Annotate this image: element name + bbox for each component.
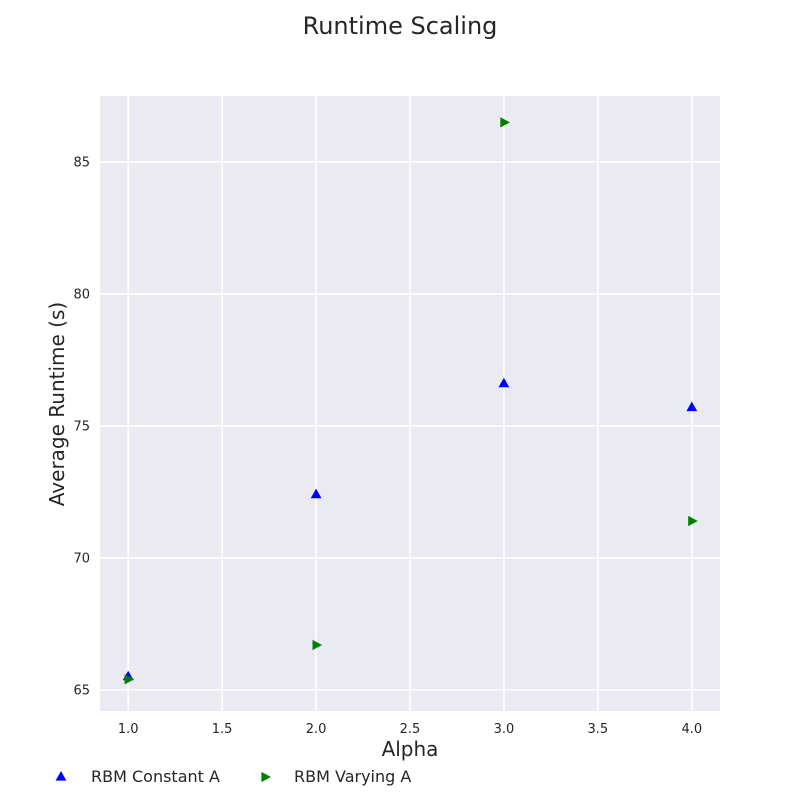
point-constant-a — [686, 401, 698, 412]
x-axis-ticks: 1.0 1.5 2.0 2.5 3.0 3.5 4.0 — [118, 722, 702, 737]
point-constant-a — [310, 488, 322, 499]
grid-lines — [100, 96, 720, 711]
legend-label-constant-a: RBM Constant A — [91, 767, 220, 786]
x-tick-label: 3.0 — [494, 722, 515, 737]
legend-label-varying-a: RBM Varying A — [294, 767, 411, 786]
legend-marker-varying-a — [261, 771, 271, 783]
data-points — [122, 117, 698, 685]
y-tick-label: 75 — [73, 419, 90, 434]
y-tick-label: 80 — [73, 287, 90, 302]
legend-marker-constant-a — [55, 771, 67, 781]
point-constant-a — [498, 377, 510, 388]
x-tick-label: 2.5 — [400, 722, 421, 737]
x-tick-label: 4.0 — [681, 722, 702, 737]
point-varying-a — [688, 515, 698, 527]
y-tick-label: 65 — [73, 683, 90, 698]
x-tick-label: 1.5 — [212, 722, 233, 737]
x-tick-label: 3.5 — [588, 722, 609, 737]
point-varying-a — [124, 674, 135, 685]
y-tick-label: 85 — [73, 155, 90, 170]
x-tick-label: 1.0 — [118, 722, 139, 737]
y-tick-label: 70 — [73, 551, 90, 566]
point-varying-a — [312, 639, 323, 651]
legend: RBM Constant A RBM Varying A — [55, 767, 411, 786]
y-axis-label: Average Runtime (s) — [45, 302, 69, 506]
chart-title: Runtime Scaling — [303, 12, 498, 40]
x-axis-label: Alpha — [382, 737, 439, 761]
point-varying-a — [500, 117, 510, 128]
y-axis-ticks: 65 70 75 80 85 — [73, 155, 90, 698]
x-tick-label: 2.0 — [306, 722, 327, 737]
